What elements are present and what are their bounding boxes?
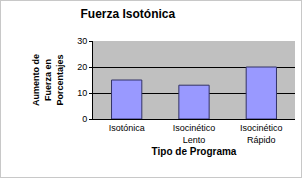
svg-text:10: 10	[77, 88, 87, 98]
svg-text:Fuerza Isotónica: Fuerza Isotónica	[80, 7, 175, 21]
svg-text:IsocinéticoLento: IsocinéticoLento	[173, 123, 216, 145]
svg-text:Aumento deFuerza enPorcentajes: Aumento deFuerza enPorcentajes	[31, 54, 64, 106]
svg-text:Isotónica: Isotónica	[109, 123, 145, 133]
svg-text:IsocinéticoRápido: IsocinéticoRápido	[240, 123, 283, 145]
svg-text:20: 20	[77, 62, 87, 72]
svg-text:0: 0	[82, 114, 87, 124]
svg-text:30: 30	[77, 36, 87, 46]
svg-text:Tipo de Programa: Tipo de Programa	[152, 146, 237, 157]
